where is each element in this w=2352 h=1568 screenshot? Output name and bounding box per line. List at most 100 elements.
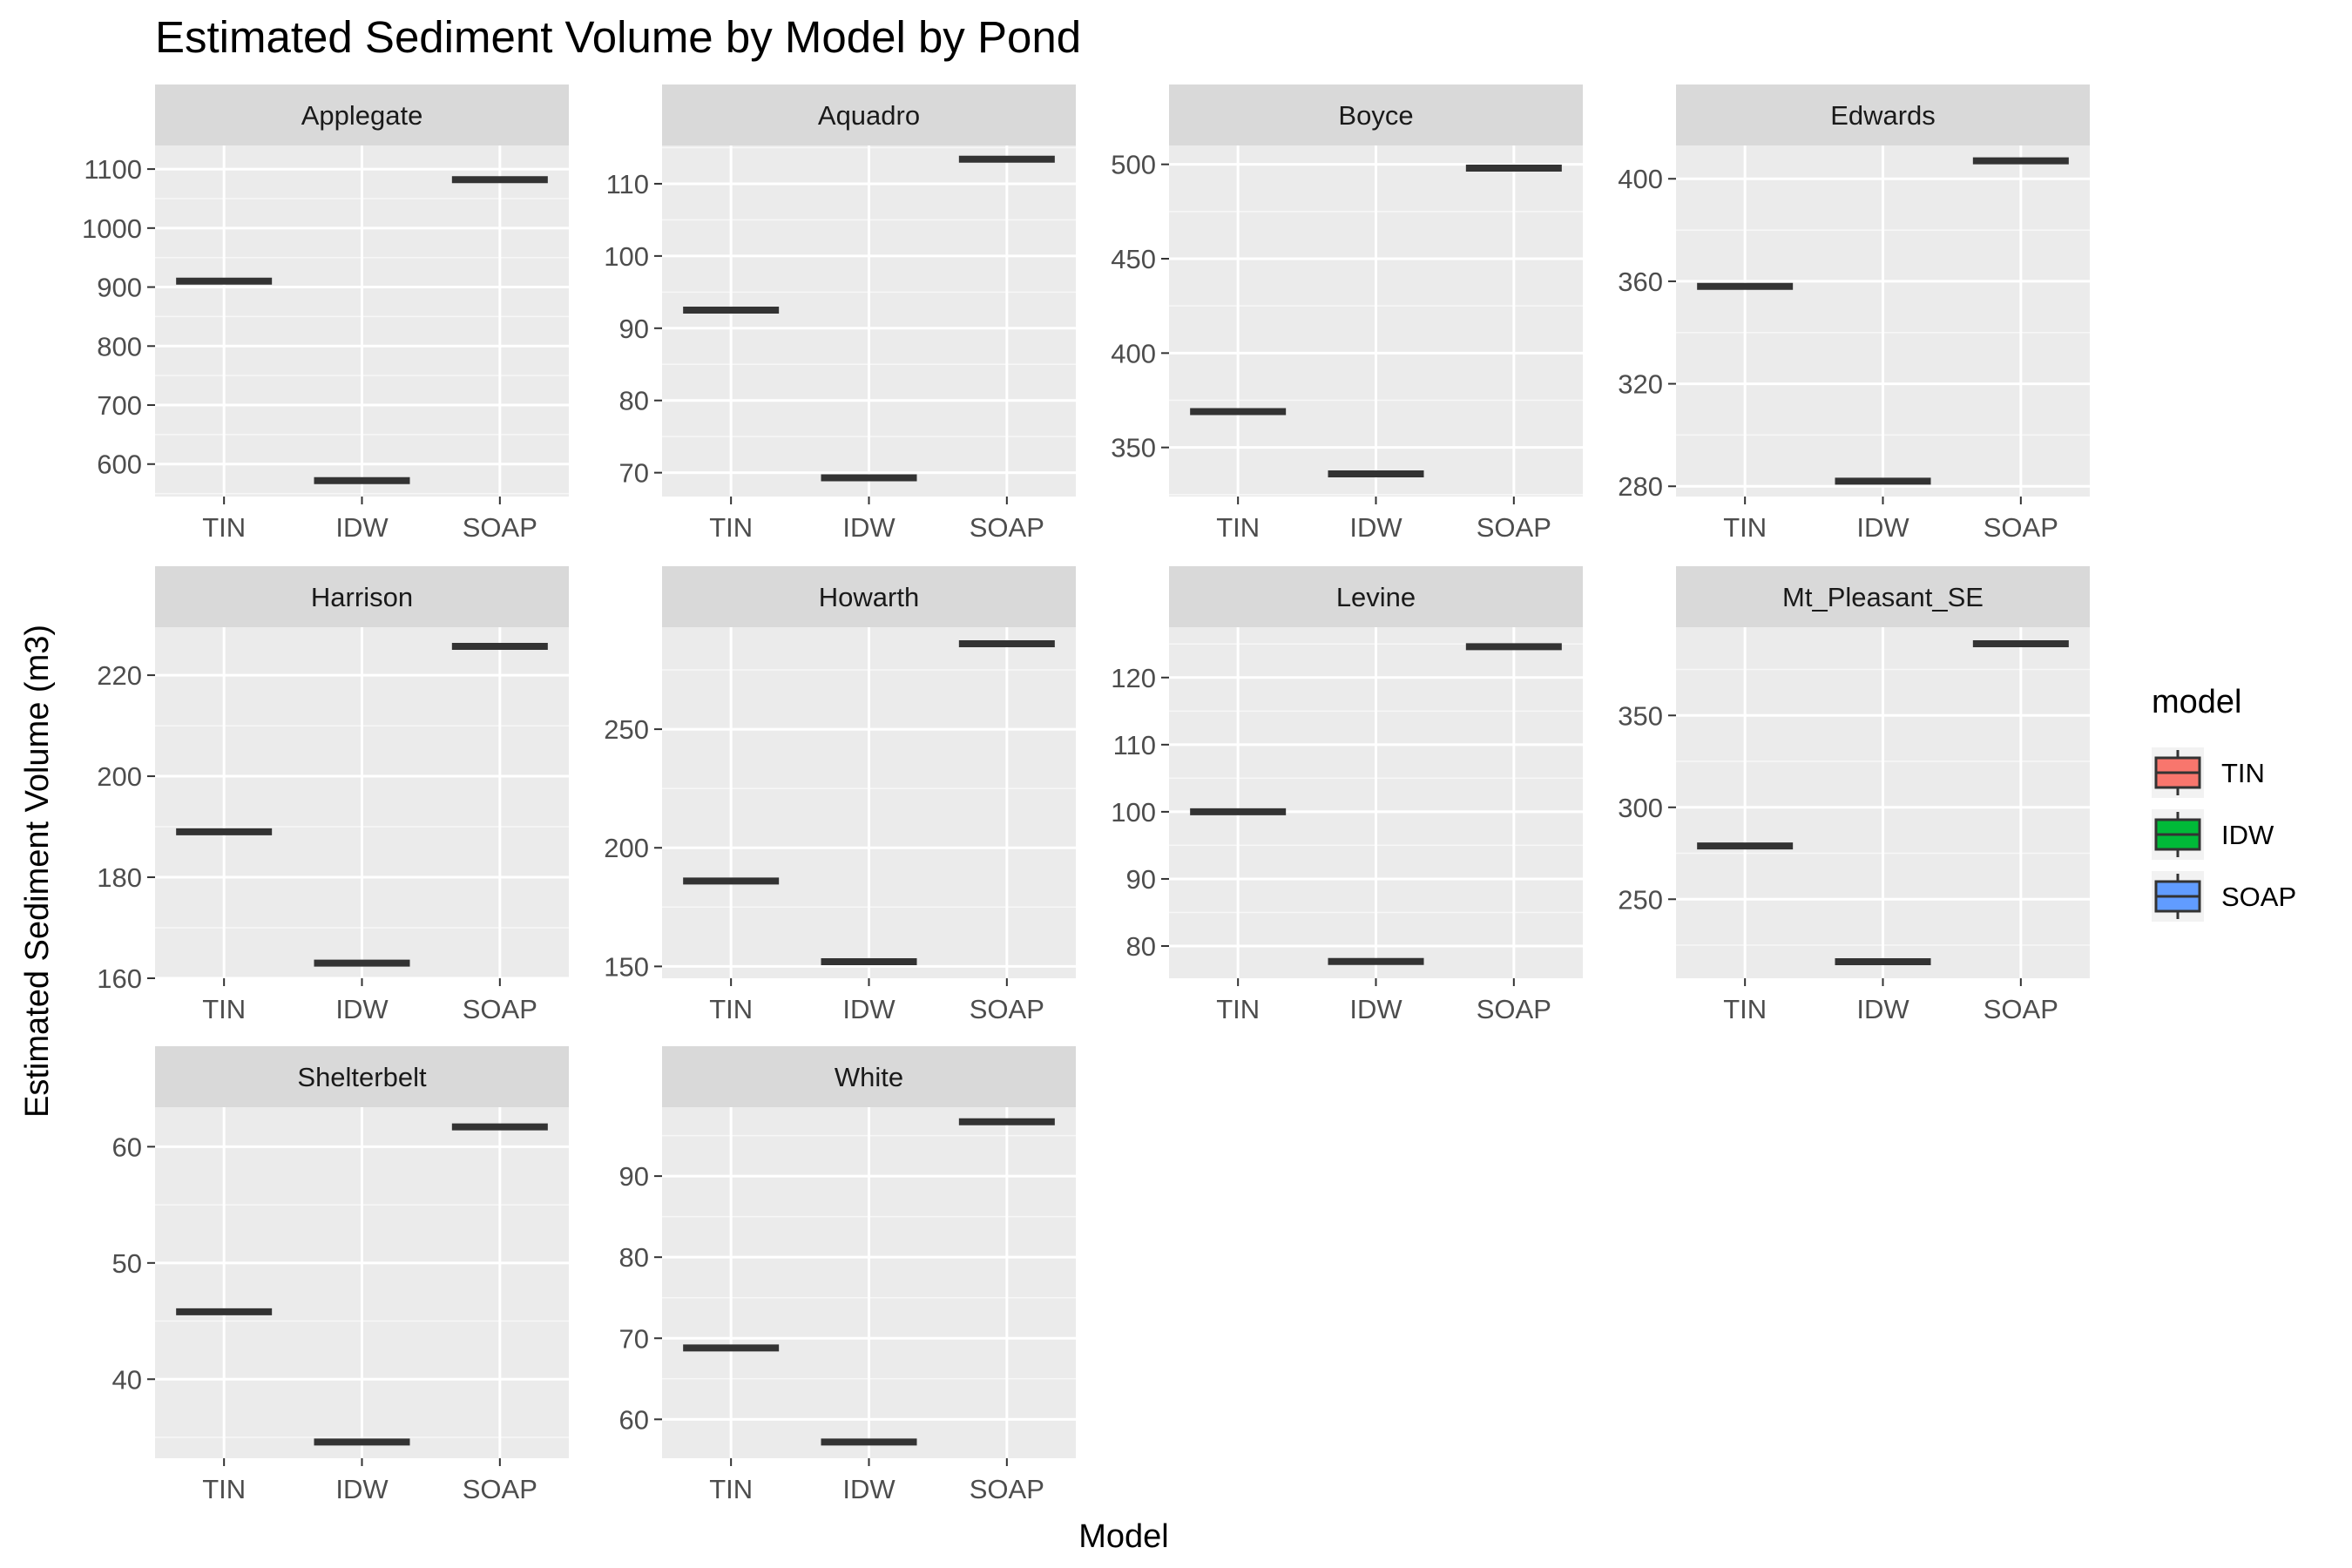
facet-strip-label: Howarth [819, 582, 919, 612]
facet-strip [1676, 84, 2090, 145]
x-tick-label: SOAP [970, 1474, 1044, 1504]
y-tick-label: 60 [619, 1404, 649, 1435]
facet-strip [662, 1046, 1076, 1107]
y-tick-label: 180 [97, 862, 142, 893]
y-tick-label: 70 [619, 458, 649, 489]
y-tick-label: 150 [604, 951, 649, 982]
x-axis-title: Model [1078, 1518, 1169, 1555]
facet-strip-label: Boyce [1338, 100, 1413, 131]
y-tick-label: 1100 [84, 154, 142, 185]
facet-applegate: Applegate 600 700 800 900 1000 1100 TIN IDW SOAP [82, 84, 569, 543]
x-tick-label: TIN [709, 994, 753, 1024]
facet-edwards: Edwards 280 320 360 400 TIN IDW SOAP [1618, 84, 2090, 543]
facet-strip-label: Aquadro [818, 100, 920, 131]
facet-strip [662, 84, 1076, 145]
facet-strip-label: Edwards [1830, 100, 1936, 131]
legend-label: TIN [2221, 758, 2265, 788]
x-tick-label: IDW [1349, 512, 1402, 543]
x-tick-label: IDW [335, 994, 389, 1024]
y-tick-label: 110 [1113, 730, 1156, 760]
y-tick-label: 120 [1111, 663, 1156, 693]
y-tick-label: 200 [604, 833, 649, 863]
x-tick-label: IDW [842, 994, 896, 1024]
x-tick-label: IDW [842, 1474, 896, 1504]
y-tick-label: 80 [619, 1242, 649, 1273]
x-tick-label: SOAP [1477, 512, 1551, 543]
y-tick-label: 400 [1618, 164, 1663, 194]
legend-label: SOAP [2221, 882, 2296, 912]
y-tick-label: 800 [97, 331, 142, 362]
x-tick-label: SOAP [1984, 512, 2058, 543]
legend-label: IDW [2221, 820, 2274, 850]
x-tick-label: IDW [1349, 994, 1402, 1024]
x-tick-label: IDW [1856, 994, 1909, 1024]
facet-strip [1676, 566, 2090, 627]
facet-mt-pleasant-se: Mt_Pleasant_SE 250 300 350 TIN IDW SOAP [1618, 566, 2090, 1024]
x-tick-label: SOAP [463, 512, 537, 543]
y-tick-label: 280 [1618, 471, 1663, 502]
y-tick-label: 350 [1618, 700, 1663, 731]
y-tick-label: 250 [604, 714, 649, 745]
chart-title: Estimated Sediment Volume by Model by Po… [155, 12, 1081, 62]
x-tick-label: TIN [202, 512, 246, 543]
y-tick-label: 600 [97, 449, 142, 480]
x-tick-label: TIN [1723, 512, 1767, 543]
y-tick-label: 450 [1111, 244, 1156, 274]
facet-shelterbelt: Shelterbelt 40 50 60 TIN IDW SOAP [112, 1046, 569, 1504]
y-tick-label: 200 [97, 761, 142, 792]
x-tick-label: SOAP [970, 994, 1044, 1024]
facet-white: White 60 70 80 90 TIN IDW SOAP [619, 1046, 1076, 1504]
facet-strip-label: Harrison [311, 582, 413, 612]
x-tick-label: IDW [335, 512, 389, 543]
legend: model TIN IDW SOAP [2152, 684, 2296, 922]
x-tick-label: TIN [1216, 512, 1260, 543]
facet-strip-label: Levine [1336, 582, 1416, 612]
facet-boyce: Boyce 350 400 450 500 TIN IDW SOAP [1111, 84, 1583, 543]
y-tick-label: 320 [1618, 369, 1663, 400]
y-tick-label: 360 [1618, 267, 1663, 297]
x-tick-label: SOAP [463, 994, 537, 1024]
y-tick-label: 50 [112, 1248, 142, 1279]
y-tick-label: 70 [619, 1323, 649, 1354]
facet-levine: Levine 80 90 100 110 120 TIN IDW SOAP [1111, 566, 1583, 1024]
y-tick-label: 100 [604, 241, 649, 272]
x-tick-label: TIN [709, 1474, 753, 1504]
facet-strip [155, 566, 569, 627]
facet-howarth: Howarth 150 200 250 TIN IDW SOAP [604, 566, 1076, 1024]
x-tick-label: TIN [709, 512, 753, 543]
y-tick-label: 900 [97, 273, 142, 303]
x-tick-label: SOAP [970, 512, 1044, 543]
facet-strip-label: Applegate [301, 100, 423, 131]
x-tick-label: SOAP [463, 1474, 537, 1504]
y-axis-title: Estimated Sediment Volume (m3) [19, 625, 56, 1118]
legend-item-tin: TIN [2152, 747, 2265, 798]
y-tick-label: 400 [1111, 338, 1156, 368]
x-tick-label: IDW [335, 1474, 389, 1504]
x-tick-label: SOAP [1477, 994, 1551, 1024]
facet-strip [1169, 84, 1583, 145]
y-tick-label: 700 [97, 390, 142, 421]
y-tick-label: 40 [112, 1364, 142, 1395]
y-tick-label: 1000 [82, 213, 142, 244]
y-tick-label: 350 [1111, 433, 1156, 463]
x-tick-label: SOAP [1984, 994, 2058, 1024]
y-tick-label: 100 [1111, 797, 1156, 828]
facet-strip [1169, 566, 1583, 627]
y-tick-label: 80 [1126, 931, 1156, 962]
facet-aquadro: Aquadro 70 80 90 100 110 TIN IDW SOAP [604, 84, 1076, 543]
y-tick-label: 500 [1111, 150, 1156, 180]
y-tick-label: 110 [606, 169, 649, 199]
legend-item-soap: SOAP [2152, 871, 2296, 922]
y-tick-label: 220 [97, 660, 142, 691]
legend-title: model [2152, 684, 2242, 720]
facet-strip [155, 84, 569, 145]
x-tick-label: TIN [1216, 994, 1260, 1024]
facet-strip [662, 566, 1076, 627]
facet-strip-label: Shelterbelt [297, 1062, 427, 1092]
facet-strip-label: White [835, 1062, 903, 1092]
facet-harrison: Harrison 160 180 200 220 TIN IDW SOAP [97, 566, 569, 1024]
x-tick-label: TIN [202, 994, 246, 1024]
facet-strip [155, 1046, 569, 1107]
